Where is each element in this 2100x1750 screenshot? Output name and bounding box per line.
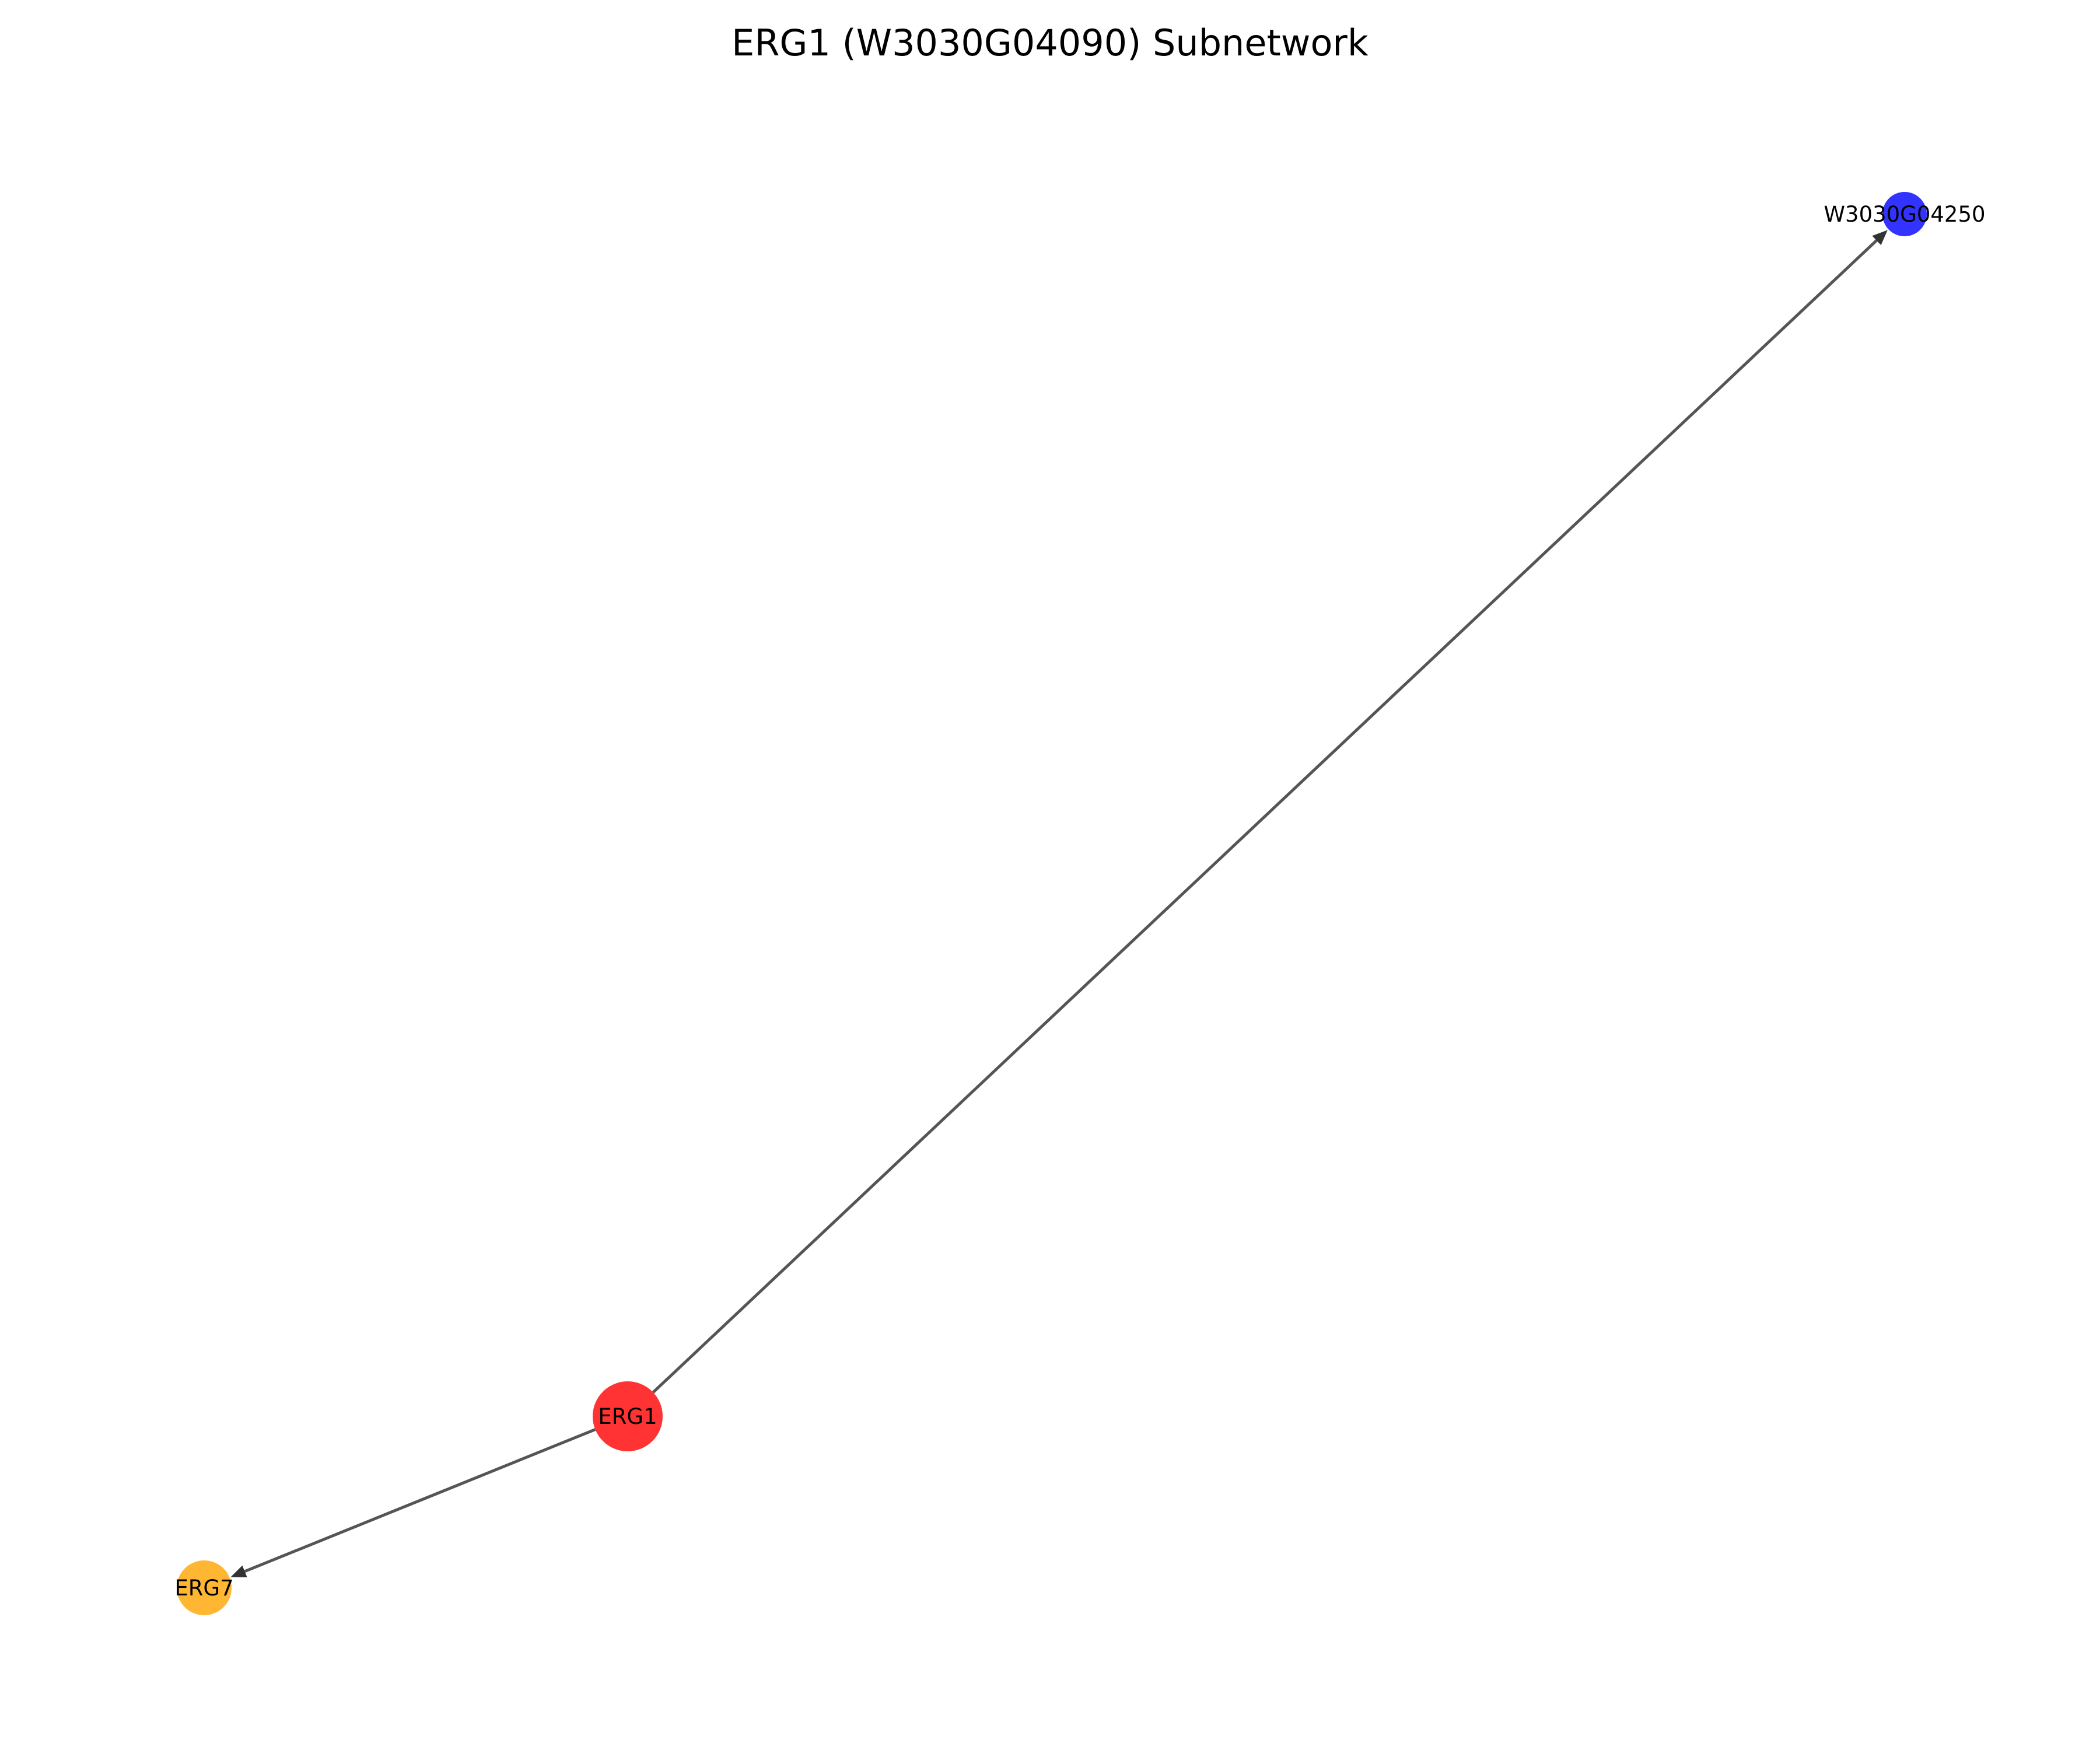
node-label-w3030g04250: W3030G04250 [1824,202,1985,227]
edge-erg1-to-erg7 [244,1428,596,1573]
node-circle-erg1 [593,1381,663,1451]
node-erg7: ERG7 [174,1560,234,1615]
nodes-layer: ERG1 W3030G04250 ERG7 [174,192,1986,1615]
arrowhead-w3030g04250 [1872,230,1888,246]
node-circle-erg7 [177,1560,232,1615]
node-label-erg7: ERG7 [174,1576,233,1601]
node-w3030g04250: W3030G04250 [1824,192,1986,236]
diagram-title: ERG1 (W3030G04090) Subnetwork [732,22,1368,64]
edges-layer [230,230,1888,1578]
node-label-erg1: ERG1 [598,1404,657,1429]
node-erg1: ERG1 [593,1381,663,1451]
arrowhead-erg7 [230,1565,247,1578]
node-circle-w3030g04250 [1882,192,1927,236]
edge-erg1-to-w3030g04250 [652,239,1878,1394]
